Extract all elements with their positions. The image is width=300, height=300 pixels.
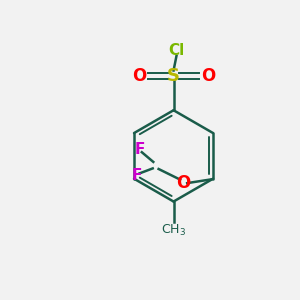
Text: S: S [167,68,180,85]
Text: O: O [132,68,146,85]
Text: F: F [134,142,145,157]
Text: Cl: Cl [168,43,184,58]
Text: F: F [131,168,142,183]
Text: O: O [176,174,191,192]
Text: CH$_3$: CH$_3$ [161,223,186,238]
Text: O: O [201,68,215,85]
